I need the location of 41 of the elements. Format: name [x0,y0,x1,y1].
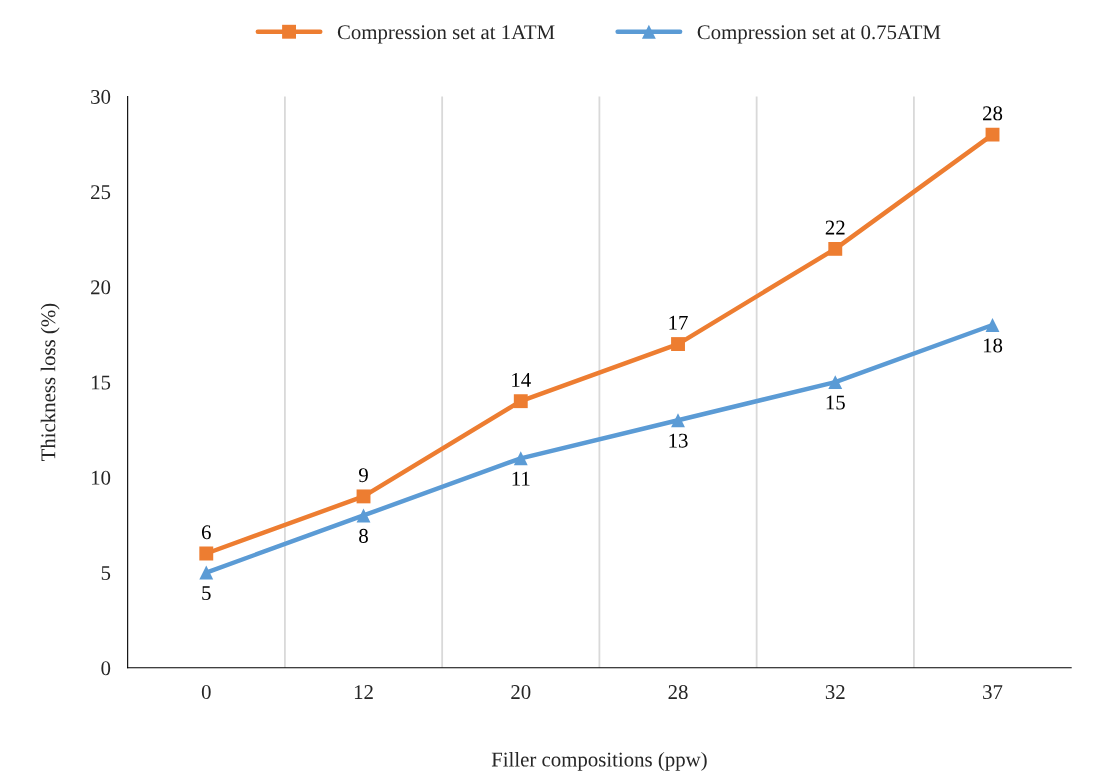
y-tick-label: 0 [101,661,111,676]
point [513,451,528,466]
point [828,375,843,390]
x-tick-label: 20 [511,685,531,700]
point [828,241,843,256]
x-tick-label: 0 [201,685,211,700]
data-label: 8 [359,528,368,543]
point [199,565,214,580]
point [513,394,528,409]
y-tick-label: 5 [101,566,111,580]
y-tick-label: 30 [91,89,111,104]
data-label: 18 [983,338,1003,353]
x-axis-title: Filler compositions (ppw) [491,751,707,771]
point [985,318,1000,332]
data-label: 13 [669,433,688,448]
point [985,127,1000,142]
data-label: 22 [825,220,845,235]
point [671,337,685,351]
y-tick-label: 15 [91,375,111,390]
y-tick-label: 25 [91,185,111,200]
legend-label: Compression set at 1ATM [337,25,555,44]
data-label: 28 [983,106,1003,121]
point [356,489,371,504]
legend-label: Compression set at 0.75ATM [697,25,941,44]
data-label: 5 [202,586,211,600]
x-tick-label: 32 [825,685,845,700]
data-label: 6 [201,525,211,540]
point [671,413,685,428]
data-label: 9 [358,468,368,483]
data-label: 15 [826,395,845,410]
x-tick-label: 12 [354,685,373,699]
point [356,508,371,523]
y-tick-label: 10 [91,470,111,485]
data-label: 17 [669,315,688,330]
x-tick-label: 28 [668,685,688,700]
data-label: 11 [512,471,530,486]
point [199,546,214,561]
y-axis-title: Thickness loss (%) [40,303,60,462]
x-tick-label: 37 [983,685,1003,700]
y-tick-label: 20 [91,280,111,295]
data-label: 14 [512,372,531,387]
